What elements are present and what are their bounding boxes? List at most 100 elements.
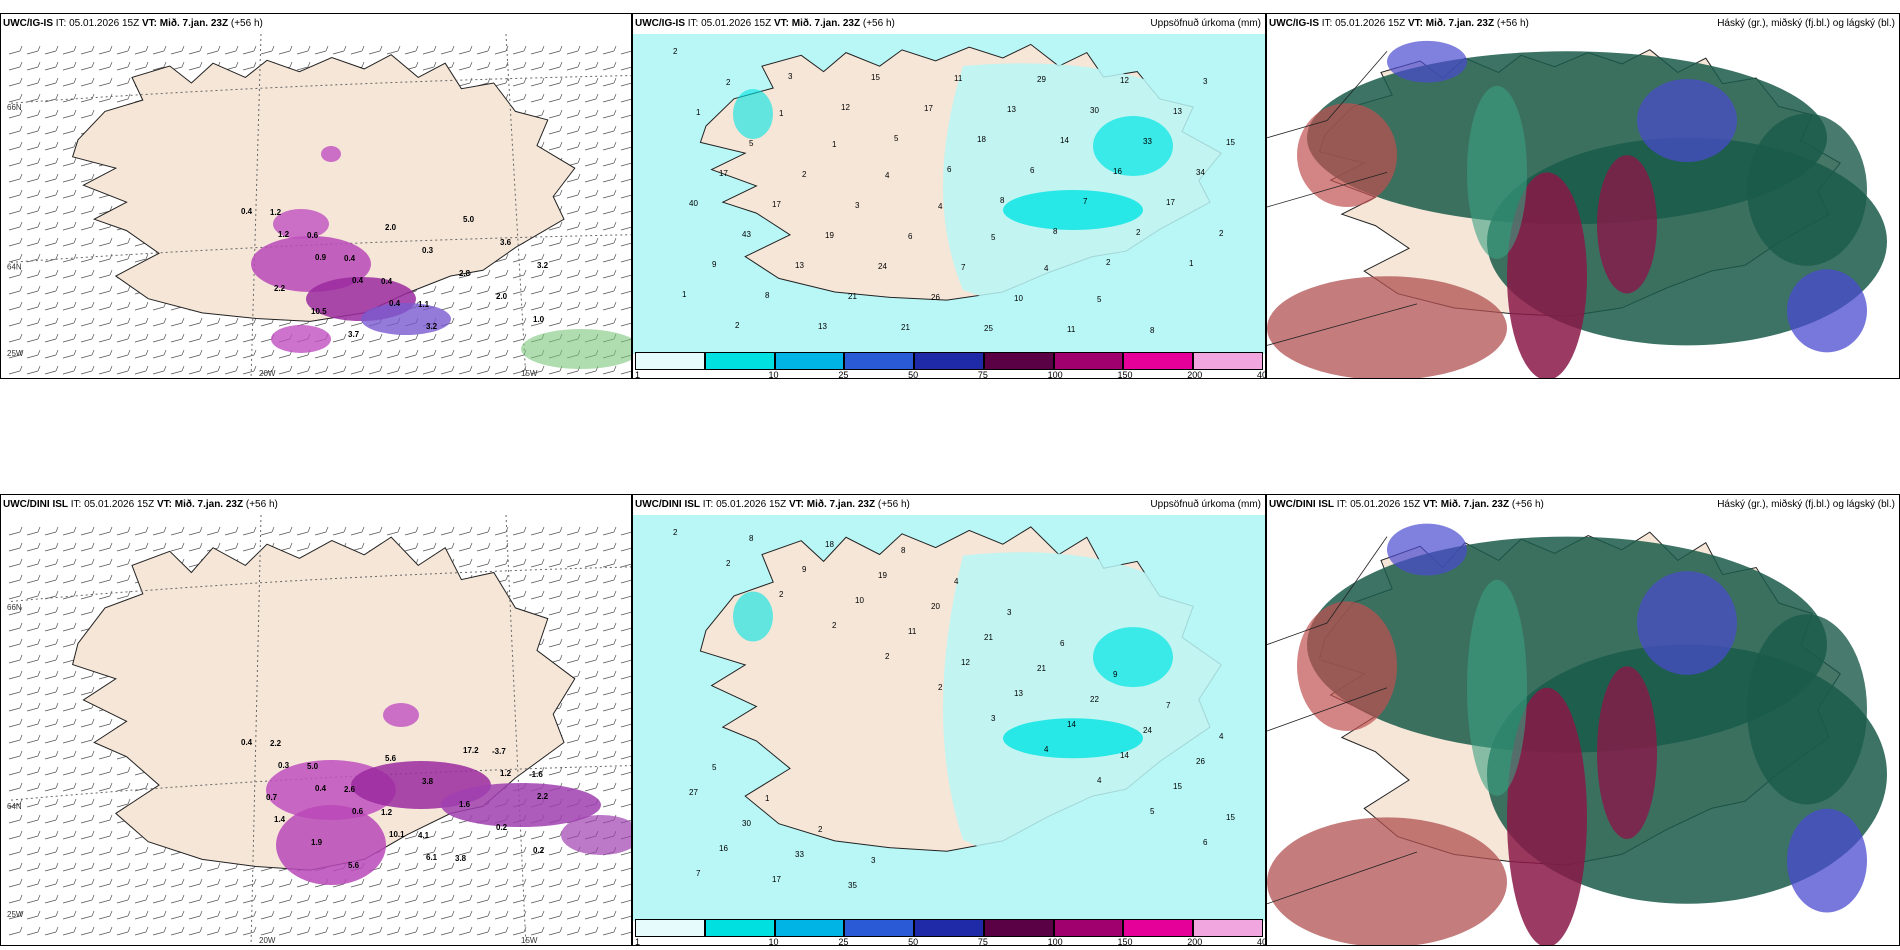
precip-value: 2: [735, 321, 740, 330]
wind-barb: [512, 547, 525, 552]
precip-value: 6: [1030, 166, 1035, 175]
precip-value: 13: [1007, 105, 1016, 114]
wind-barb-flag: [361, 926, 365, 933]
wind-barb-flag: [595, 61, 599, 68]
precip-value: 12: [841, 103, 850, 112]
wind-barb-flag: [181, 365, 185, 372]
wind-barb: [620, 178, 631, 183]
wind-barb: [566, 531, 579, 536]
wind-barb: [116, 883, 129, 888]
wind-barb: [584, 611, 597, 616]
wind-barb-flag: [595, 542, 599, 549]
wind-barb: [494, 835, 507, 840]
wind-barb-flag: [469, 862, 473, 869]
gridline-lon: [505, 515, 527, 945]
wind-barb-flag: [559, 253, 563, 260]
wind-barb-flag: [595, 702, 599, 709]
wind-barb: [350, 338, 363, 343]
wind-barb-flag: [181, 317, 185, 324]
wind-barb: [188, 354, 201, 359]
precip-value: 6: [1203, 838, 1208, 847]
wind-barb: [188, 867, 201, 872]
colorbar-tick: 200: [1187, 937, 1203, 946]
precip-value: 2: [885, 652, 890, 661]
panel-r1-accum-precip: UWC/IG-IS IT: 05.01.2026 15Z VT: Mið. 7.…: [632, 13, 1266, 379]
wind-barb-flag: [289, 910, 293, 917]
wind-barb: [512, 531, 525, 536]
gridline-lon: [250, 515, 262, 945]
wind-barb-flag: [433, 910, 437, 917]
precip-value: 4: [1219, 732, 1224, 741]
wind-barb-flag: [613, 670, 617, 677]
wind-barb: [368, 883, 381, 888]
wind-barb: [548, 290, 561, 295]
wind-barb: [548, 258, 561, 263]
wind-barb: [98, 354, 111, 359]
wind-barb-flag: [73, 285, 77, 292]
cloud-area: [1507, 687, 1587, 945]
wind-barb-flag: [55, 718, 59, 725]
precip-value: 3: [871, 856, 876, 865]
wind-barb: [620, 883, 631, 888]
wind-barb-flag: [91, 798, 95, 805]
wind-barb: [80, 226, 93, 231]
precip-value: 15: [1226, 813, 1235, 822]
wind-barb-flag: [73, 349, 77, 356]
wind-barb-flag: [433, 878, 437, 885]
wind-barb-flag: [595, 654, 599, 661]
wind-barb: [44, 162, 57, 167]
wind-barb: [26, 98, 39, 103]
wind-barb-flag: [37, 798, 41, 805]
wind-barb: [80, 707, 93, 712]
wind-barb: [530, 771, 543, 776]
wind-barb-flag: [505, 301, 509, 308]
wind-barb-flag: [433, 846, 437, 853]
wind-barb: [80, 787, 93, 792]
wind-barb-flag: [469, 365, 473, 372]
wind-barb-flag: [73, 862, 77, 869]
wind-barb: [530, 290, 543, 295]
wind-barb: [458, 338, 471, 343]
wind-barb-flag: [19, 526, 23, 533]
wind-barb: [548, 50, 561, 55]
wind-barb-flag: [307, 926, 311, 933]
wind-barb: [512, 915, 525, 920]
wind-barb-flag: [37, 526, 41, 533]
wind-barb: [332, 883, 345, 888]
wind-barb-flag: [613, 125, 617, 132]
wind-barb-flag: [217, 317, 221, 324]
wind-barb-flag: [37, 301, 41, 308]
wind-barb: [98, 851, 111, 856]
wind-barb-flag: [577, 526, 581, 533]
wind-barb: [404, 851, 417, 856]
wind-barb-flag: [235, 542, 239, 549]
wind-barb: [476, 338, 489, 343]
wind-barb: [62, 130, 75, 135]
precip-heavy: [1093, 116, 1173, 176]
wind-barb: [494, 899, 507, 904]
wind-barb: [548, 114, 561, 119]
wind-barb: [584, 306, 597, 311]
wind-barb: [62, 723, 75, 728]
wind-barb: [62, 194, 75, 199]
precip-value: 1: [682, 290, 687, 299]
wind-barb: [62, 210, 75, 215]
wind-barb-flag: [361, 61, 365, 68]
wind-barb: [548, 835, 561, 840]
wind-barb: [548, 915, 561, 920]
wind-barb-flag: [523, 317, 527, 324]
wind-barb-flag: [379, 365, 383, 372]
colorbar-cell: [774, 919, 845, 937]
wind-barb: [620, 595, 631, 600]
wind-barb: [8, 114, 21, 119]
cloud-area: [1787, 269, 1867, 353]
wind-barb: [8, 819, 21, 824]
wind-barb: [476, 531, 489, 536]
wind-barb: [422, 50, 435, 55]
wind-barb: [44, 66, 57, 71]
wind-barb: [566, 130, 579, 135]
wind-barb-flag: [325, 349, 329, 356]
wind-barb: [116, 867, 129, 872]
wind-barb-flag: [19, 622, 23, 629]
